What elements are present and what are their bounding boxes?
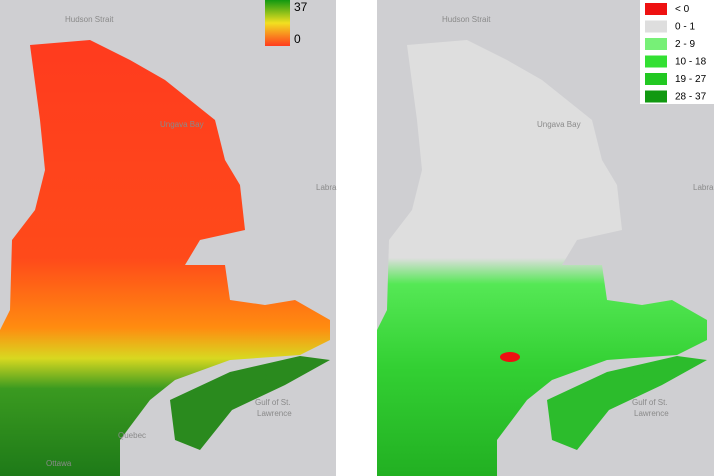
left-map: Hudson Strait Ungava Bay Labra Gulf of S… — [0, 0, 337, 476]
map-label: Gulf of St. — [255, 398, 291, 407]
map-label: Lawrence — [257, 409, 292, 418]
legend-swatch — [645, 38, 667, 50]
legend-min: 0 — [294, 32, 301, 46]
map-label: Ungava Bay — [160, 120, 204, 129]
legend-swatch — [645, 3, 667, 15]
map-label: Hudson Strait — [65, 15, 114, 24]
legend-swatch — [645, 55, 667, 68]
peninsula — [547, 356, 707, 450]
map-label: Labra — [316, 183, 337, 192]
legend-swatch — [645, 73, 667, 85]
island — [605, 372, 645, 382]
legend-box — [640, 0, 714, 104]
map-label: Ottawa — [46, 459, 72, 468]
legend-label: 0 - 1 — [675, 22, 695, 33]
legend-label: 10 - 18 — [675, 57, 707, 68]
legend-max: 37 — [294, 0, 308, 14]
legend-label: 28 - 37 — [675, 92, 707, 103]
legend-label: < 0 — [675, 4, 690, 15]
legend-label: 19 - 27 — [675, 74, 707, 85]
map-label: Quebec — [118, 431, 146, 440]
map-label: Hudson Strait — [442, 15, 491, 24]
province — [377, 40, 707, 476]
map-label: Labra — [693, 183, 714, 192]
peninsula — [170, 356, 330, 450]
right-map: Hudson Strait Ungava Bay Labra Gulf of S… — [377, 0, 714, 476]
province — [0, 40, 330, 476]
map-label: Gulf of St. — [632, 398, 668, 407]
map-label: Ungava Bay — [537, 120, 581, 129]
map-label: Lawrence — [634, 409, 669, 418]
legend-swatch — [645, 20, 667, 33]
legend-swatch — [645, 90, 667, 103]
island — [228, 372, 268, 382]
legend-label: 2 - 9 — [675, 39, 695, 50]
negative-area — [500, 352, 520, 362]
legend-gradient — [265, 0, 290, 46]
